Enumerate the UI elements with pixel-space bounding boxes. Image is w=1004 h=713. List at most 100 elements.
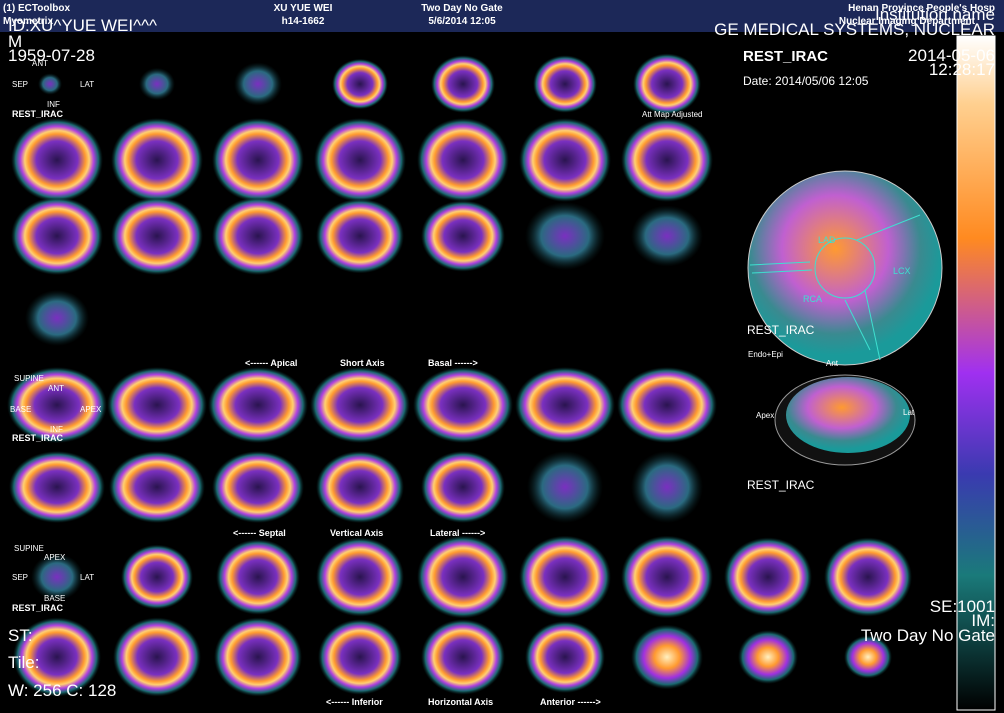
module-name: Myometrix [3,16,53,27]
slice-image [631,624,703,690]
slice-image [621,118,713,202]
slice-image [421,200,505,272]
slice-image [617,367,717,443]
view-label: REST_IRAC [747,478,815,492]
slice-image [633,53,701,115]
slice-image [109,451,205,523]
slice-image [332,58,388,110]
view-label: REST_IRAC [12,603,64,613]
axis-caption: Horizontal Axis [428,697,493,707]
slice-image [31,553,83,601]
study-date: 2014-05-06 [908,46,995,65]
slice-image [316,537,404,617]
slice-image [631,205,703,267]
tile: Tile: [8,653,40,672]
protocol: Two Day No Gate [421,3,503,14]
slice-image [234,62,282,106]
slice-image [9,451,105,523]
slice-image [621,535,713,619]
slice-image [515,367,615,443]
patient-name: XU YUE WEI [274,3,333,14]
axis-caption: Short Axis [340,358,385,368]
orient-label: INF [47,100,60,109]
orient-label: BASE [44,594,65,603]
slice-image [724,537,812,617]
axis-caption: Basal ------> [428,358,478,368]
window-level: W: 256 C: 128 [8,681,116,700]
slice-image [310,367,410,443]
orient-label: BASE [10,405,31,414]
slice-image [527,451,603,523]
slice-image [107,367,207,443]
slice-image [525,202,605,270]
orient-label: SEP [12,80,28,89]
hospital: Henan Province People's Hosp [848,3,995,14]
slice-image [525,621,605,693]
date-line: Date: 2014/05/06 12:05 [743,74,869,88]
polar-map-regions [749,214,921,361]
slice-image [13,617,101,697]
orient-label: ANT [48,384,64,393]
slice-image [417,118,509,202]
slice-image [314,118,406,202]
polar-map [747,170,943,366]
slice-image [25,290,89,346]
title-bar [0,0,1004,32]
axis-caption: <------ Septal [233,528,286,538]
orient-label: APEX [80,405,102,414]
department: Nuclear Imaging Department [839,16,976,27]
slice-image [413,367,513,443]
slice-image [316,198,404,274]
slice-image [316,451,404,523]
orient-label: Apex [756,411,774,420]
app-name: (1) ECToolbox [3,3,70,14]
orient-label: Ant [826,359,839,368]
slice-image [139,67,175,101]
series-number: SE:1001 [930,597,995,616]
series: REST_IRAC [743,48,828,65]
birth-date: 1959-07-28 [8,46,95,65]
protocol-overlay: Two Day No Gate [861,626,995,645]
polar-label: LAD [818,235,836,245]
slice-image [844,635,892,679]
orient-label: APEX [44,553,66,562]
slice-image [519,535,611,619]
slice-image [212,451,304,523]
polar-label: LCX [893,266,911,276]
view-label: REST_IRAC [12,109,64,119]
slice-image [212,196,304,276]
orient-label: SUPINE [14,374,44,383]
slice-image [318,619,402,695]
slice-image [113,617,201,697]
slice-image [738,630,798,684]
slice-image [824,537,912,617]
axis-caption: Anterior ------> [540,697,601,707]
slice-image [417,535,509,619]
axis-caption: <------ Inferior [326,697,383,707]
slice-image [11,196,103,276]
slice-image [214,617,302,697]
institution: Institution name [875,5,995,24]
slice-image [11,118,103,202]
slice-image [631,451,703,523]
slice-image [38,73,62,95]
note: Att Map Adjusted [642,110,702,119]
orient-label: SUPINE [14,544,44,553]
orient-label: LAT [80,573,94,582]
slice-image [111,196,203,276]
slice-image [212,118,304,202]
slice-image [208,367,308,443]
slice-image [121,544,193,610]
orient-label: LAT [80,80,94,89]
sex: M [8,32,22,51]
study-time: 12:28:17 [929,60,995,79]
polar-label: RCA [803,294,822,304]
datetime: 5/6/2014 12:05 [428,16,496,27]
slice-image [533,55,597,113]
orient-label: SEP [12,573,28,582]
color-bar [956,35,996,711]
view-label: REST_IRAC [747,323,815,337]
orient-label: Lat [903,408,915,417]
slice-image [519,118,611,202]
slice-image [111,118,203,202]
